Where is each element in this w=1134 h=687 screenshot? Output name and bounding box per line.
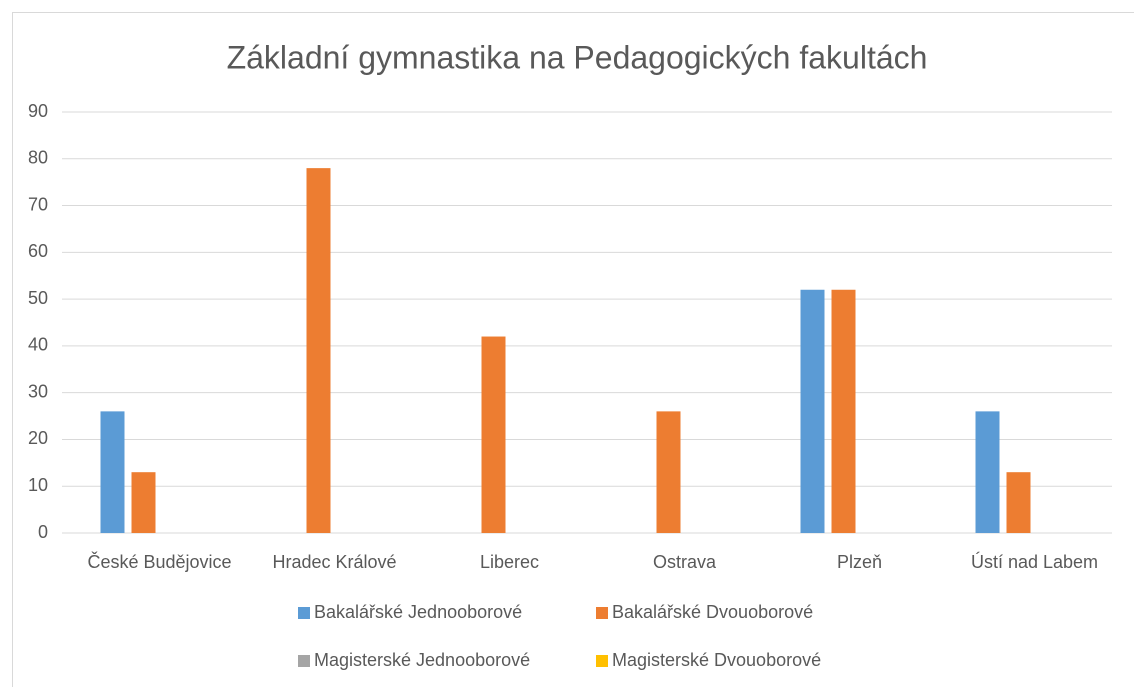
legend-swatch [596, 607, 608, 619]
chart-frame [12, 12, 1134, 687]
bar [481, 336, 506, 533]
x-tick-label: České Budějovice [87, 551, 231, 572]
bar [656, 411, 681, 533]
bar [100, 411, 125, 533]
bar [131, 472, 156, 533]
bar [831, 289, 856, 533]
bar [1006, 472, 1031, 533]
legend-swatch [298, 607, 310, 619]
y-tick-label: 70 [28, 194, 48, 214]
x-tick-label: Plzeň [837, 552, 882, 572]
x-tick-label: Ostrava [653, 552, 717, 572]
legend-label: Bakalářské Jednooborové [314, 602, 522, 622]
y-tick-label: 30 [28, 381, 48, 401]
x-tick-label: Ústí nad Labem [971, 551, 1098, 572]
y-tick-label: 80 [28, 148, 48, 168]
y-tick-label: 10 [28, 475, 48, 495]
y-tick-label: 50 [28, 288, 48, 308]
legend-swatch [596, 655, 608, 667]
legend-label: Bakalářské Dvouoborové [612, 602, 813, 622]
bar [306, 168, 331, 533]
bar [800, 289, 825, 533]
y-tick-label: 40 [28, 335, 48, 355]
legend-label: Magisterské Dvouoborové [612, 650, 821, 670]
bar [975, 411, 1000, 533]
x-tick-label: Hradec Králové [272, 552, 396, 572]
y-tick-label: 0 [38, 522, 48, 542]
legend-label: Magisterské Jednooborové [314, 650, 530, 670]
legend-swatch [298, 655, 310, 667]
y-tick-label: 90 [28, 101, 48, 121]
y-tick-label: 20 [28, 428, 48, 448]
x-tick-label: Liberec [480, 552, 539, 572]
y-tick-label: 60 [28, 241, 48, 261]
chart-title: Základní gymnastika na Pedagogických fak… [227, 39, 928, 75]
